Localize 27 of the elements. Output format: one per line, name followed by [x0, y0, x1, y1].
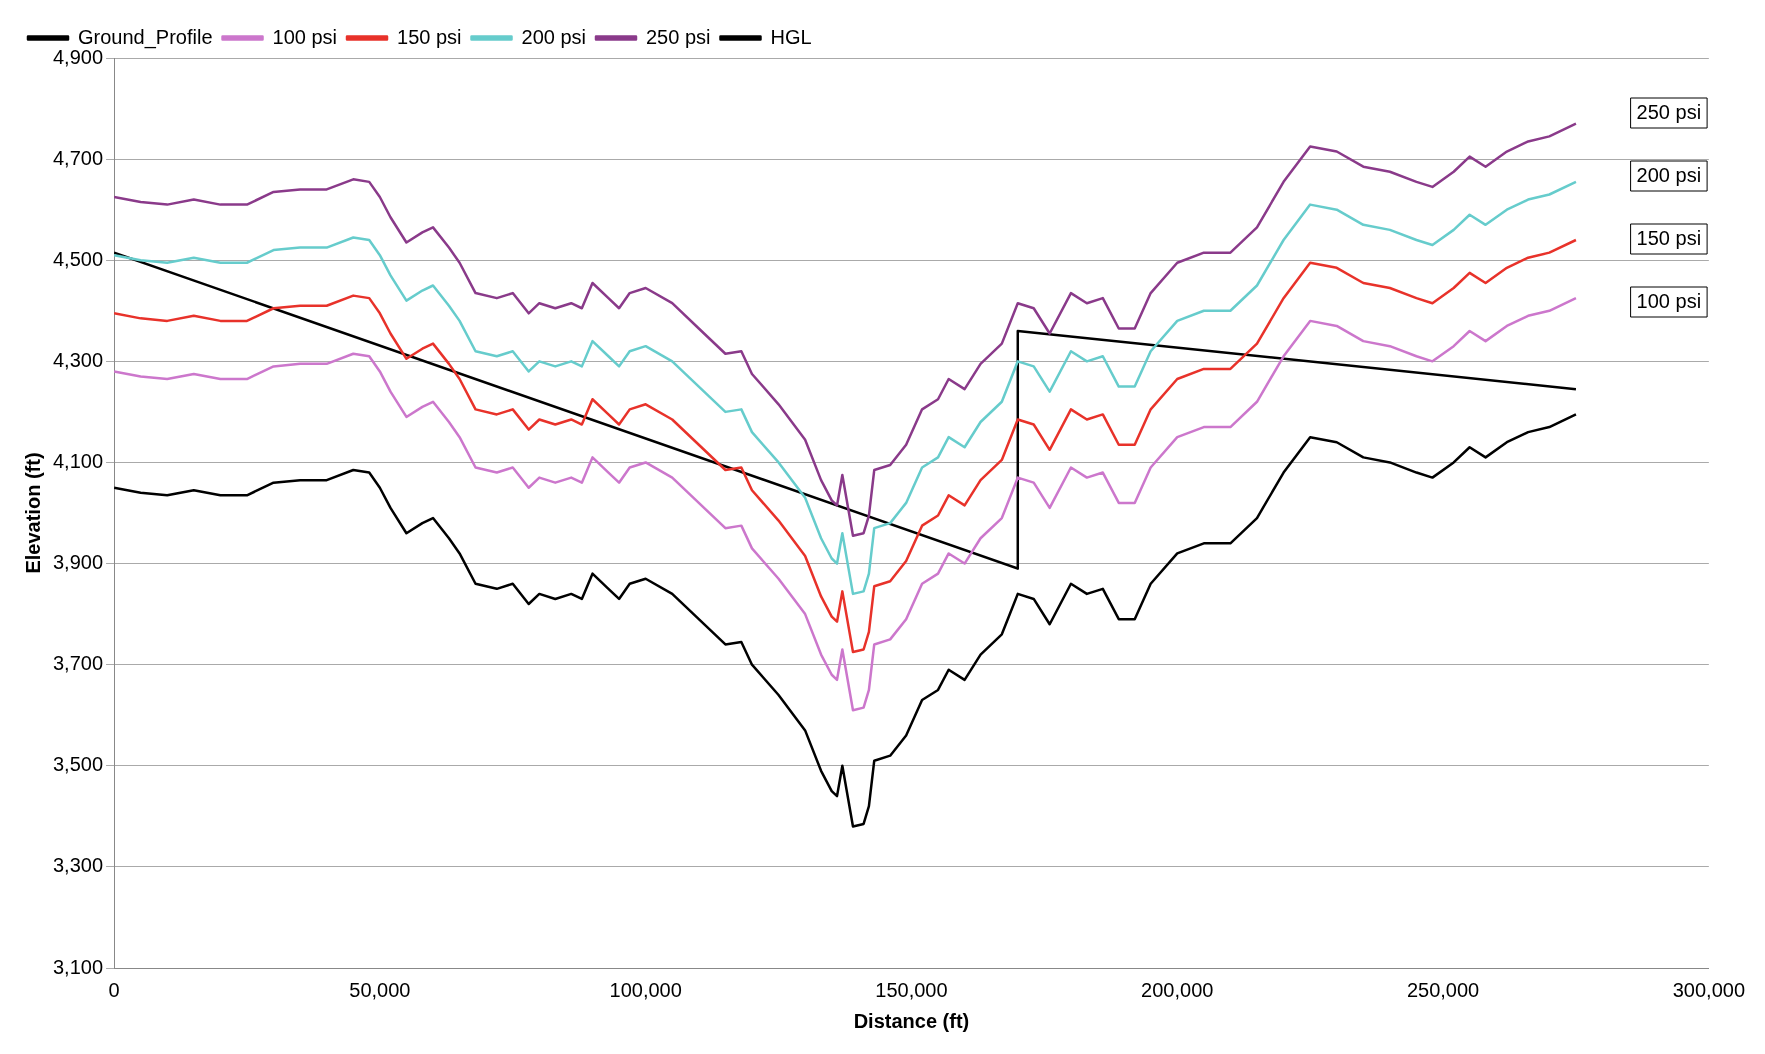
legend-label: 150 psi	[397, 25, 462, 48]
y-tick-label: 4,700	[52, 146, 104, 169]
y-tick-label: 4,300	[52, 348, 104, 371]
x-axis-title: Distance (ft)	[853, 1009, 970, 1032]
annotation: 250 psi	[1636, 100, 1702, 123]
annotation: 150 psi	[1636, 226, 1702, 249]
y-tick-label: 3,700	[52, 652, 104, 675]
legend-label: 250 psi	[646, 25, 711, 48]
legend-label: 100 psi	[272, 25, 338, 48]
annotation: 100 psi	[1636, 289, 1702, 312]
y-tick-label: 4,100	[52, 449, 104, 472]
x-tick-label: 100,000	[609, 978, 682, 1001]
y-tick-label: 4,500	[52, 247, 104, 270]
y-axis-title: Elevation (ft)	[21, 452, 44, 574]
x-tick-label: 300,000	[1672, 978, 1745, 1001]
x-tick-label: 0	[108, 978, 120, 1001]
x-tick-label: 200,000	[1141, 978, 1214, 1001]
y-tick-label: 3,500	[52, 753, 104, 776]
y-tick-label: 3,300	[52, 854, 104, 877]
y-tick-label: 3,900	[52, 551, 104, 574]
legend-label: HGL	[770, 25, 812, 48]
annotation: 200 psi	[1636, 163, 1702, 186]
x-tick-label: 50,000	[349, 978, 411, 1001]
x-tick-label: 150,000	[875, 978, 948, 1001]
x-tick-label: 250,000	[1406, 978, 1480, 1001]
y-tick-label: 3,100	[52, 955, 104, 978]
legend-label: 200 psi	[521, 25, 587, 48]
